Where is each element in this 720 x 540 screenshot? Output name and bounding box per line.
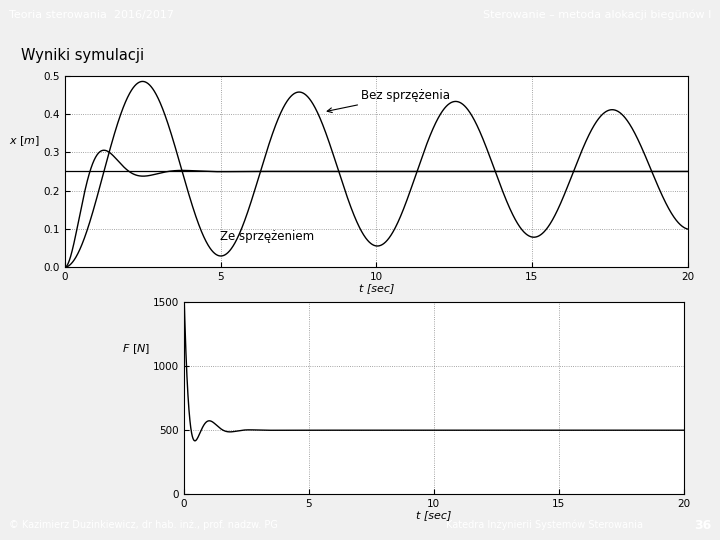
Text: Katedra Inżynierii Systemów Sterowania: Katedra Inżynierii Systemów Sterowania bbox=[446, 520, 644, 530]
Text: Wyniki symulacji: Wyniki symulacji bbox=[22, 48, 145, 63]
Y-axis label: $F\ [N]$: $F\ [N]$ bbox=[122, 342, 150, 356]
Text: Sterowanie – metoda alokacji biegünów I: Sterowanie – metoda alokacji biegünów I bbox=[483, 10, 711, 20]
Text: Ze sprzężeniem: Ze sprzężeniem bbox=[220, 231, 314, 244]
X-axis label: t [sec]: t [sec] bbox=[416, 510, 451, 521]
Text: 36: 36 bbox=[694, 518, 711, 532]
X-axis label: t [sec]: t [sec] bbox=[359, 284, 394, 294]
Text: © Kazimierz Duzinkiewicz, dr hab. inż., prof. nadzw. PG: © Kazimierz Duzinkiewicz, dr hab. inż., … bbox=[9, 520, 277, 530]
Text: Bez sprzężenia: Bez sprzężenia bbox=[327, 89, 449, 112]
Text: Teoria sterowania  2016/2017: Teoria sterowania 2016/2017 bbox=[9, 10, 174, 20]
Y-axis label: $x\ [m]$: $x\ [m]$ bbox=[9, 134, 40, 149]
